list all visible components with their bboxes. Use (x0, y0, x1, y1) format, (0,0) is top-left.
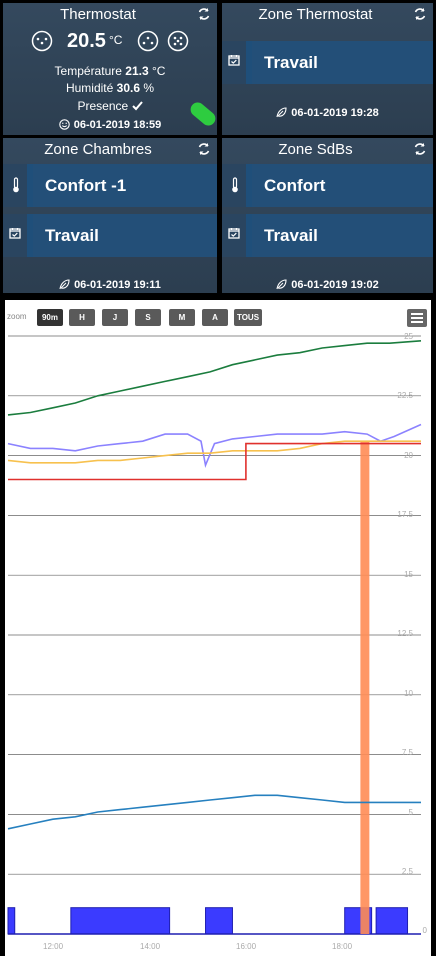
eco-mode-icon[interactable] (31, 30, 53, 52)
zoom-hour-button[interactable]: H (69, 309, 95, 326)
highlight-band (360, 441, 370, 934)
x-tick: 16:00 (236, 942, 257, 951)
thermostat-panel: Thermostat 20.5 °C Température 21.3 °C H… (3, 3, 219, 135)
mode-row[interactable]: Travail (222, 41, 433, 84)
zoom-all-button[interactable]: TOUS (234, 309, 262, 326)
leaf-icon (276, 107, 287, 118)
mode-row[interactable]: Travail (3, 214, 217, 257)
zone-thermostat-title: Zone Thermostat (258, 6, 373, 23)
zone-sdbs-title: Zone SdBs (278, 141, 353, 158)
x-tick: 18:00 (332, 942, 353, 951)
zoom-year-button[interactable]: A (202, 309, 228, 326)
zone-thermostat-timestamp: 06-01-2019 19:28 (222, 107, 433, 119)
refresh-icon[interactable] (413, 142, 427, 156)
zoom-label: zoom (7, 312, 27, 321)
y-tick: 17.5 (397, 510, 413, 519)
refresh-icon[interactable] (413, 7, 427, 21)
calendar-check-icon (228, 55, 240, 66)
y-tick: 10 (404, 689, 413, 698)
humidity-line: Humidité 30.6 % (65, 81, 155, 95)
x-tick: 12:00 (43, 942, 64, 951)
zoom-day-button[interactable]: J (102, 309, 128, 326)
preset-value[interactable]: Confort (252, 164, 433, 207)
zone-chambres-title: Zone Chambres (44, 141, 152, 158)
y-tick: 15 (404, 570, 413, 579)
calendar-check-icon (9, 228, 21, 239)
smile-icon (59, 119, 70, 130)
temperature-line: Température 21.3 °C (54, 64, 166, 78)
leaf-icon (276, 279, 287, 290)
preset-row[interactable]: Confort (222, 164, 433, 207)
state-bar (70, 907, 171, 935)
thermostat-title: Thermostat (60, 6, 136, 23)
zone-chambres-timestamp: 06-01-2019 19:11 (3, 279, 217, 291)
mode-row[interactable]: Travail (222, 214, 433, 257)
chart-menu-button[interactable] (407, 309, 427, 327)
zone-thermostat-panel: Zone Thermostat Travail 06-01-2019 19:28 (222, 3, 433, 135)
y-tick: 20 (404, 451, 413, 460)
series-line (8, 442, 421, 481)
comfort-mode-icon[interactable] (137, 30, 159, 52)
history-chart: zoom 90m H J S M A TOUS 25 22.5 20 17.5 … (5, 300, 431, 956)
y-tick: 22.5 (397, 391, 413, 400)
state-bar (7, 907, 16, 935)
presence-line: Presence (3, 99, 217, 113)
zoom-90m-button[interactable]: 90m (37, 309, 63, 326)
refresh-icon[interactable] (197, 142, 211, 156)
y-tick: 7.5 (401, 748, 413, 757)
series-line (7, 794, 421, 830)
mode-value[interactable]: Travail (252, 214, 433, 257)
mode-value[interactable]: Travail (33, 214, 217, 257)
series-line (7, 340, 422, 416)
zone-sdbs-timestamp: 06-01-2019 19:02 (222, 279, 433, 291)
mode-value[interactable]: Travail (252, 41, 433, 84)
zone-chambres-panel: Zone Chambres Confort -1 Travail 06-01-2… (3, 138, 217, 293)
plot-area (7, 335, 422, 935)
zone-sdbs-panel: Zone SdBs Confort Travail 06-01-2019 19:… (222, 138, 433, 293)
calendar-check-icon (228, 228, 240, 239)
x-tick: 14:00 (140, 942, 161, 951)
thermometer-icon (232, 177, 238, 193)
preset-value[interactable]: Confort -1 (33, 164, 217, 207)
thermometer-icon (13, 177, 19, 193)
boost-mode-icon[interactable] (167, 30, 189, 52)
setpoint-value: 20.5 (67, 30, 106, 52)
series-line (7, 440, 421, 464)
series-line (7, 423, 422, 468)
thermostat-timestamp: 06-01-2019 18:59 (3, 119, 217, 131)
zoom-week-button[interactable]: S (135, 309, 161, 326)
refresh-icon[interactable] (197, 7, 211, 21)
y-tick: 0 (422, 926, 427, 935)
setpoint-unit: °C (109, 33, 123, 47)
y-tick: 25 (404, 332, 413, 341)
state-bar (375, 907, 409, 935)
zoom-month-button[interactable]: M (169, 309, 195, 326)
y-tick: 2.5 (401, 867, 413, 876)
leaf-icon (59, 279, 70, 290)
y-tick: 5 (408, 808, 413, 817)
state-bar (205, 907, 233, 935)
preset-row[interactable]: Confort -1 (3, 164, 217, 207)
y-tick: 12.5 (397, 629, 413, 638)
check-icon (131, 101, 143, 111)
